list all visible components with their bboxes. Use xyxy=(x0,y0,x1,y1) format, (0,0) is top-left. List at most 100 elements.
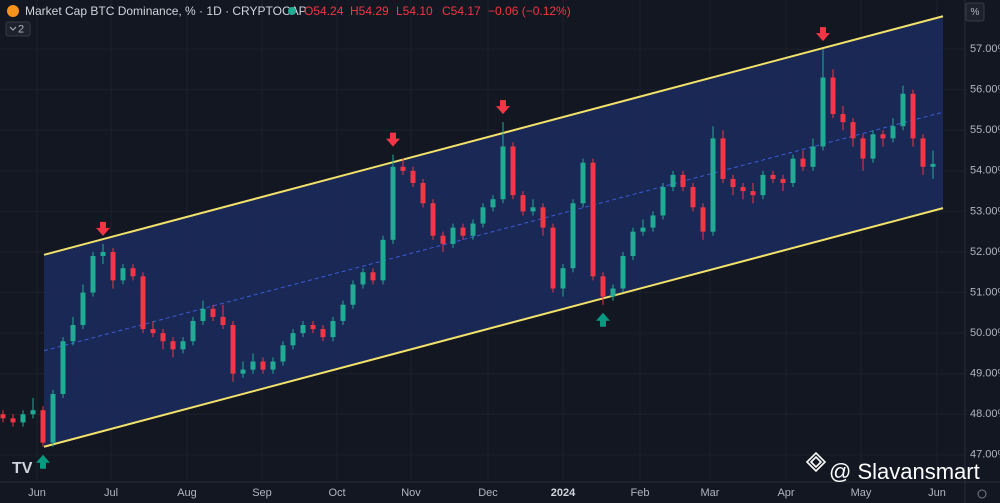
y-tick-label: 52.00% xyxy=(970,246,1000,258)
watermark: @ Slavansmart xyxy=(829,459,980,484)
candle-body xyxy=(860,138,866,159)
candle-body xyxy=(590,162,596,277)
candle-body xyxy=(230,325,236,374)
candle-body xyxy=(140,276,146,330)
candle-body xyxy=(330,320,336,338)
y-tick-label: 54.00% xyxy=(970,165,1000,177)
candle-body xyxy=(320,329,326,338)
indicator-toggle[interactable] xyxy=(5,21,31,37)
scale-button[interactable] xyxy=(965,2,985,22)
x-tick-label: Aug xyxy=(177,487,197,499)
x-tick-label: Mar xyxy=(701,487,720,499)
candle-body xyxy=(700,207,706,232)
candle-body xyxy=(790,158,796,183)
candle-body xyxy=(580,162,586,204)
x-tick-label: Nov xyxy=(401,487,421,499)
candle-body xyxy=(800,158,806,167)
candle-body xyxy=(90,256,96,293)
channel-lower xyxy=(43,207,944,448)
candle-body xyxy=(850,122,856,139)
x-tick-label: Sep xyxy=(252,487,272,499)
channel-midline xyxy=(43,111,944,352)
candle-body xyxy=(160,333,166,342)
y-tick-label: 49.00% xyxy=(970,368,1000,380)
candle-body xyxy=(80,292,86,326)
candle-body xyxy=(40,410,46,443)
candle-body xyxy=(220,316,226,326)
tv-logo: TV xyxy=(12,460,33,477)
bottom-arrow xyxy=(36,454,50,469)
candle-body xyxy=(890,126,896,139)
candle-body xyxy=(920,138,926,167)
candle-body xyxy=(200,308,206,321)
chart-title: Market Cap BTC Dominance, % · 1D · CRYPT… xyxy=(25,4,307,18)
y-tick-label: 55.00% xyxy=(970,124,1000,136)
candle-body xyxy=(10,418,16,423)
candle-body xyxy=(810,146,816,167)
plot-area xyxy=(0,15,944,469)
candle-body xyxy=(390,166,396,240)
candle-body xyxy=(730,178,736,188)
top-arrow xyxy=(96,221,110,236)
top-arrow xyxy=(386,132,400,147)
candle-body xyxy=(490,199,496,208)
candle-body xyxy=(110,251,116,281)
candle-body xyxy=(710,138,716,232)
candle-body xyxy=(740,187,746,192)
candle-body xyxy=(670,174,676,188)
candle-body xyxy=(180,341,186,350)
candle-body xyxy=(870,134,876,159)
x-tick-label: 2024 xyxy=(551,487,576,499)
candle-body xyxy=(880,134,886,139)
x-tick-label: Oct xyxy=(328,487,345,499)
y-tick-label: 56.00% xyxy=(970,84,1000,96)
candle-body xyxy=(620,256,626,289)
candle-body xyxy=(30,410,36,415)
candle-body xyxy=(900,93,906,127)
candle-body xyxy=(450,227,456,244)
candle-body xyxy=(560,268,566,289)
top-arrow xyxy=(496,100,510,115)
btc-icon xyxy=(7,5,19,17)
y-tick-label: 50.00% xyxy=(970,327,1000,339)
candle-body xyxy=(260,361,266,370)
candle-body xyxy=(410,170,416,183)
y-tick-label: 48.00% xyxy=(970,408,1000,420)
candle-body xyxy=(310,325,316,330)
candle-body xyxy=(190,320,196,342)
y-tick-label: 47.00% xyxy=(970,449,1000,461)
indicator-count[interactable]: 2 xyxy=(18,23,24,35)
watermark-icon xyxy=(805,451,827,473)
candle-body xyxy=(70,325,76,342)
candle-body xyxy=(690,187,696,208)
candle-body xyxy=(550,227,556,289)
candle-body xyxy=(780,178,786,183)
candle-body xyxy=(120,268,126,281)
candle-body xyxy=(360,272,366,285)
y-tick-label: 57.00% xyxy=(970,43,1000,55)
ohlc-close: C54.17 xyxy=(442,4,481,18)
settings-icon[interactable] xyxy=(977,489,987,499)
candle-body xyxy=(350,284,356,305)
candle-body xyxy=(20,414,26,423)
candle-body xyxy=(170,341,176,350)
candle-body xyxy=(340,304,346,321)
top-arrow xyxy=(816,27,830,42)
candle-body xyxy=(430,203,436,236)
channel-upper xyxy=(43,15,944,256)
candle-body xyxy=(250,361,256,370)
candle-body xyxy=(570,203,576,269)
scale-button-label[interactable]: % xyxy=(971,7,980,18)
candle-body xyxy=(820,77,826,147)
candle-body xyxy=(650,215,656,228)
candle-body xyxy=(470,223,476,236)
candle-body xyxy=(830,77,836,115)
candle-body xyxy=(660,187,666,216)
candle-body xyxy=(380,239,386,281)
ohlc-low: L54.10 xyxy=(396,4,433,18)
x-tick-label: Jul xyxy=(104,487,118,499)
candle-body xyxy=(910,93,916,139)
y-tick-label: 53.00% xyxy=(970,205,1000,217)
bottom-arrow xyxy=(596,312,610,327)
